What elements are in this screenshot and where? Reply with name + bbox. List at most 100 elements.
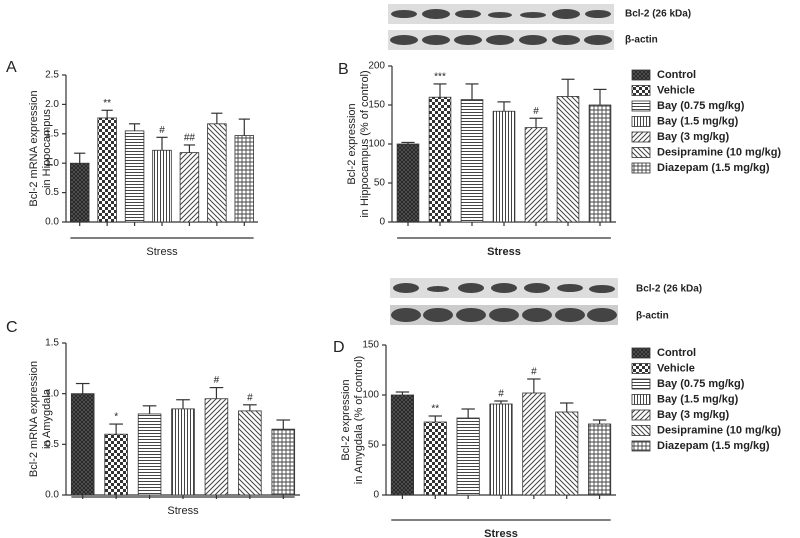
significance-mark: # — [247, 392, 253, 403]
legend-swatch — [631, 394, 651, 405]
blot-d — [390, 278, 618, 325]
bar — [70, 393, 95, 496]
significance-mark: # — [531, 367, 537, 378]
blot-label: β-actin — [636, 311, 669, 322]
y-axis-label: in Amygdala — [41, 388, 53, 449]
bar — [124, 130, 145, 223]
significance-mark: # — [533, 106, 539, 117]
bar — [428, 96, 452, 223]
bar — [588, 423, 612, 496]
y-tick-label: 200 — [368, 61, 385, 72]
y-tick-label: 100 — [362, 390, 379, 401]
significance-mark: # — [498, 389, 504, 400]
y-tick-label: 2.5 — [45, 70, 59, 81]
legend-swatch — [631, 116, 651, 127]
bar — [390, 394, 414, 496]
legend-label: Bay (3 mg/kg) — [657, 409, 729, 421]
significance-mark: *** — [434, 72, 446, 83]
y-tick-label: 0 — [373, 490, 379, 501]
y-tick-label: 0.5 — [45, 439, 59, 450]
group-label: Stress — [484, 528, 518, 538]
legend-swatch — [631, 147, 651, 158]
y-tick-label: 1.0 — [45, 388, 59, 399]
legend-swatch — [631, 162, 651, 174]
bar — [524, 127, 548, 223]
blot-label: Bcl-2 (26 kDa) — [636, 284, 702, 295]
panel-label: A — [6, 59, 17, 76]
blot-label: Bcl-2 (26 kDa) — [625, 9, 691, 20]
bar — [238, 410, 262, 496]
legend-swatch — [631, 409, 651, 421]
bar — [207, 123, 227, 223]
bar — [234, 135, 255, 223]
y-tick-label: 1.5 — [45, 128, 59, 139]
y-tick-label: 150 — [368, 100, 385, 111]
y-tick-label: 2.0 — [45, 99, 59, 110]
legend-swatch — [631, 378, 651, 390]
legend-label: Diazepam (1.5 mg/kg) — [657, 440, 770, 452]
legend-label: Bay (1.5 mg/kg) — [657, 115, 739, 127]
y-axis-label: Bcl-2 expression — [340, 379, 352, 460]
y-tick-label: 0.5 — [45, 187, 59, 198]
panel-label: B — [338, 61, 349, 78]
y-axis-label: in Hippocampus — [41, 109, 53, 188]
group-label: Stress — [167, 505, 199, 517]
blot-label: β-actin — [625, 35, 658, 46]
bar — [492, 110, 516, 223]
significance-mark: ** — [103, 98, 111, 109]
bar — [489, 403, 513, 496]
legend-label: Bay (1.5 mg/kg) — [657, 393, 739, 405]
y-tick-label: 50 — [374, 178, 386, 189]
bar — [137, 413, 162, 496]
legend-swatch — [631, 85, 651, 96]
blot-b — [388, 4, 614, 50]
y-tick-label: 0 — [379, 217, 385, 228]
group-label: Stress — [146, 246, 178, 258]
bar — [204, 398, 229, 496]
legend-swatch — [631, 100, 651, 112]
legend-swatch — [631, 425, 651, 436]
bar — [69, 162, 90, 223]
legend-swatch — [631, 131, 651, 143]
y-axis-label: Bcl-2 mRNA expression — [28, 361, 40, 477]
bar — [271, 428, 296, 496]
legend-label: Bay (0.75 mg/kg) — [657, 378, 745, 390]
bar — [396, 143, 420, 223]
y-axis-label: Bcl-2 expression — [346, 103, 358, 184]
significance-mark: ## — [184, 133, 196, 144]
legend-label: Desipramine (10 mg/kg) — [657, 146, 781, 158]
bar — [460, 99, 484, 223]
legend-swatch — [631, 363, 651, 374]
significance-mark: # — [159, 125, 165, 136]
legend-label: Control — [657, 69, 696, 81]
bar — [423, 421, 447, 496]
significance-mark: * — [114, 412, 118, 423]
y-tick-label: 1.5 — [45, 338, 59, 349]
y-axis-label: in Hippocampus (% of control) — [359, 70, 371, 217]
legend-label: Desipramine (10 mg/kg) — [657, 424, 781, 436]
y-tick-label: 0.0 — [45, 217, 59, 228]
bar — [556, 96, 580, 223]
bar — [522, 392, 546, 496]
panel-label: D — [333, 339, 345, 356]
legend-swatch — [631, 69, 651, 81]
bar — [152, 149, 172, 223]
bar — [456, 417, 480, 496]
y-axis-label: Bcl-2 mRNA expression — [28, 90, 40, 206]
bar — [179, 152, 200, 223]
bar — [555, 411, 579, 496]
panel-label: C — [6, 319, 18, 336]
significance-mark: # — [214, 375, 220, 386]
bar — [588, 104, 612, 223]
bar — [171, 408, 195, 496]
legend-label: Vehicle — [657, 362, 695, 374]
legend-label: Bay (3 mg/kg) — [657, 131, 729, 143]
legend-label: Bay (0.75 mg/kg) — [657, 100, 745, 112]
legend-swatch — [631, 347, 651, 359]
y-tick-label: 50 — [368, 440, 380, 451]
y-axis-label: in Amygdala (% of control) — [353, 356, 365, 484]
y-tick-label: 1.0 — [45, 158, 59, 169]
y-tick-label: 150 — [362, 340, 379, 351]
legend-swatch — [631, 440, 651, 452]
